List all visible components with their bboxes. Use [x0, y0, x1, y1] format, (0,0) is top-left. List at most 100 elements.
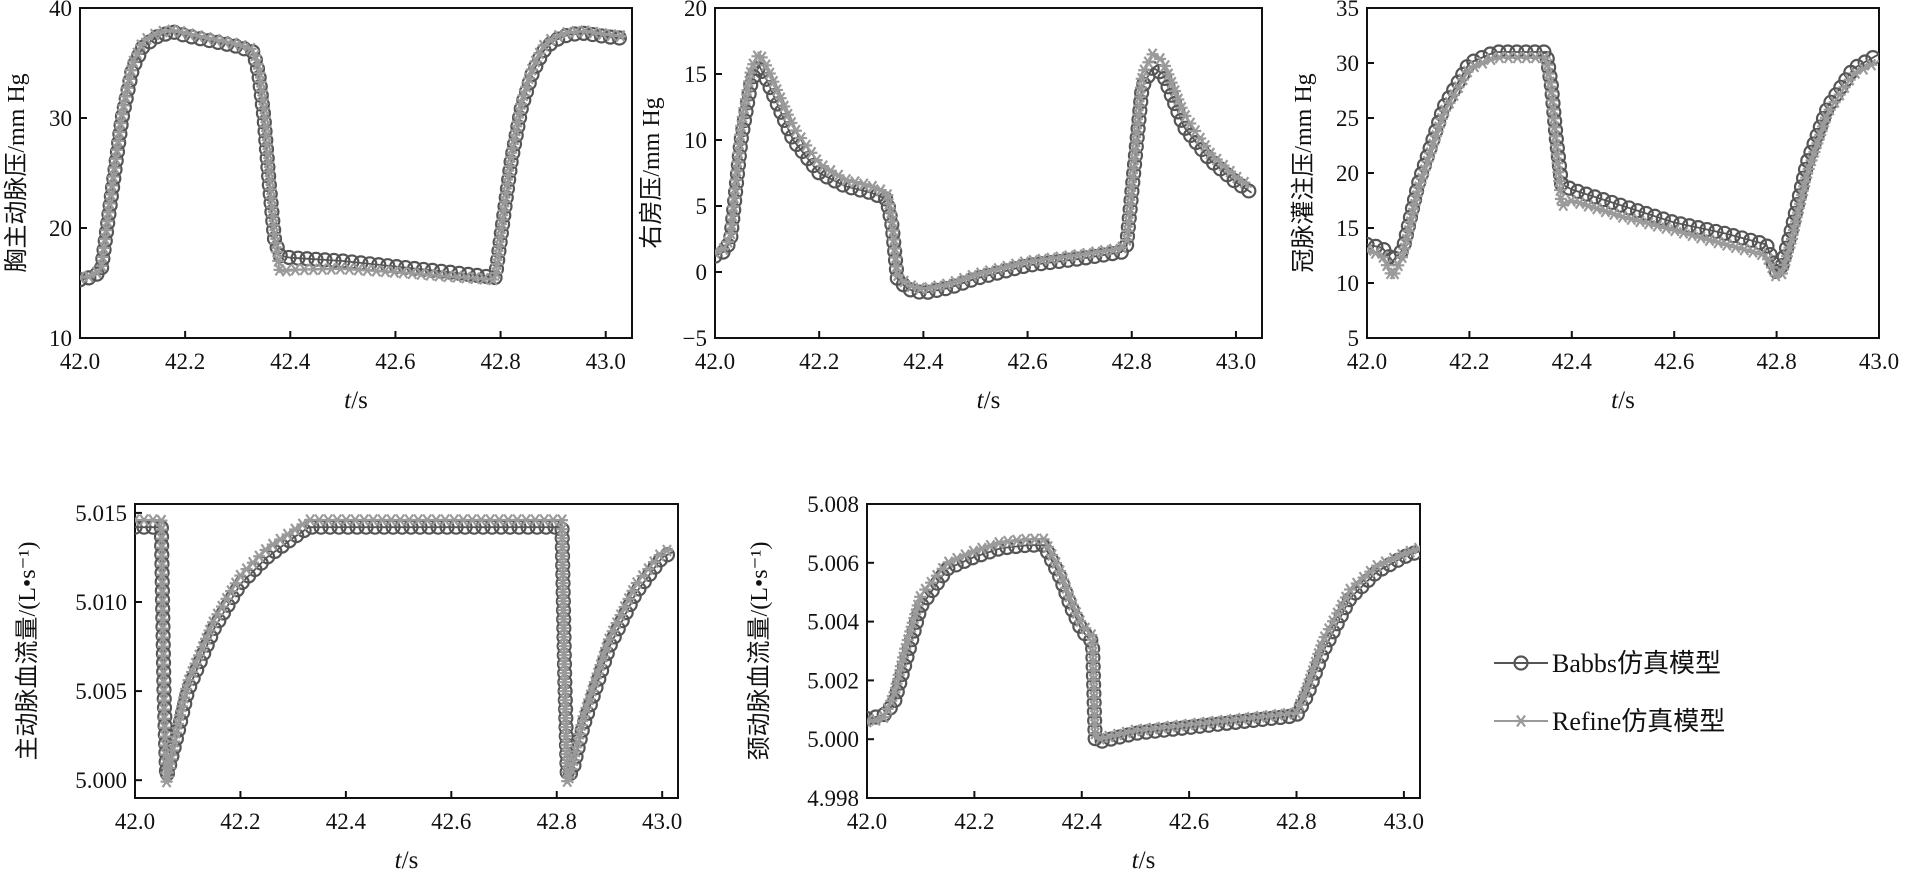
- y-axis-label: 颈动脉血流量/(L•s⁻¹): [746, 542, 773, 761]
- x-tick-label: 42.8: [1756, 349, 1796, 374]
- babbs-marker: [1743, 232, 1759, 248]
- refine-marker: [1410, 189, 1423, 203]
- x-axis-label: t/s: [344, 387, 368, 414]
- refine-marker: [1238, 176, 1251, 189]
- refine-marker: [774, 92, 787, 105]
- y-axis-label: 胸主动脉压/mm Hg: [3, 73, 30, 272]
- x-tick-label: 42.8: [1112, 349, 1152, 374]
- y-tick-label: 25: [1336, 106, 1359, 131]
- x-tick-label: 42.0: [695, 349, 735, 374]
- x-tick-label: 42.6: [431, 809, 471, 834]
- refine-marker: [578, 24, 591, 38]
- refine-marker: [182, 674, 195, 687]
- refine-marker: [1098, 244, 1111, 258]
- refine-marker: [1794, 197, 1807, 211]
- refine-marker: [573, 727, 586, 741]
- refine-marker: [1168, 84, 1181, 98]
- refine-marker: [218, 35, 231, 48]
- refine-marker: [600, 641, 613, 655]
- refine-marker: [587, 26, 600, 39]
- refine-marker: [1217, 159, 1230, 172]
- refine-marker: [1616, 210, 1629, 223]
- refine-marker: [127, 55, 140, 68]
- refine-marker: [1339, 591, 1352, 604]
- refine-marker: [186, 665, 199, 679]
- babbs-marker: [1241, 183, 1257, 199]
- refine-marker: [174, 25, 187, 39]
- x-tick-label: 42.4: [270, 349, 311, 374]
- chart-panel-aortic-flow: 42.0 42.2 42.4 42.6 42.8 43.0 5.000 5.005 5.010 5…: [14, 501, 682, 869]
- y-tick-label: 5.010: [75, 590, 127, 615]
- refine-marker: [1297, 690, 1310, 703]
- refine-marker: [759, 59, 772, 72]
- refine-marker: [992, 536, 1005, 550]
- refine-marker: [1045, 548, 1058, 562]
- refine-marker: [606, 625, 619, 638]
- babbs-marker: [1612, 197, 1629, 213]
- series-babbs: [715, 60, 1257, 300]
- refine-marker: [131, 47, 144, 60]
- refine-marker: [1775, 267, 1788, 280]
- refine-marker: [1071, 248, 1084, 262]
- legend-label: Refine仿真模型: [1552, 707, 1725, 736]
- refine-marker: [1408, 198, 1421, 211]
- refine-marker: [840, 173, 853, 187]
- refine-marker: [515, 97, 528, 111]
- refine-marker: [1814, 128, 1827, 141]
- refine-marker: [117, 99, 130, 112]
- refine-marker: [246, 556, 259, 569]
- refine-marker: [1429, 129, 1442, 143]
- legend-item-refine: Refine仿真模型: [1494, 707, 1725, 736]
- refine-marker: [1427, 138, 1440, 151]
- series-refine: [867, 533, 1420, 745]
- series-refine: [1367, 51, 1879, 282]
- refine-marker: [1398, 242, 1411, 255]
- refine-marker: [1765, 261, 1778, 274]
- legend-item-babbs: Babbs仿真模型: [1494, 649, 1721, 678]
- refine-marker: [1712, 236, 1725, 249]
- refine-marker: [744, 66, 757, 79]
- refine-marker: [983, 264, 996, 278]
- refine-marker: [1412, 542, 1420, 555]
- refine-marker: [567, 754, 580, 767]
- x-tick-label: 43.0: [1384, 809, 1424, 834]
- refine-marker: [1798, 180, 1811, 193]
- refine-marker: [249, 49, 262, 62]
- refine-marker: [1060, 581, 1073, 595]
- refine-marker: [1041, 540, 1054, 554]
- series-line: [80, 31, 627, 281]
- refine-marker: [571, 736, 584, 749]
- refine-marker: [1094, 732, 1107, 745]
- refine-marker: [1357, 571, 1370, 584]
- refine-marker: [1694, 231, 1707, 244]
- series-refine: [715, 48, 1253, 295]
- refine-marker: [911, 599, 924, 612]
- series-babbs: [80, 24, 627, 288]
- refine-marker: [1677, 226, 1690, 239]
- legend-label: Babbs仿真模型: [1552, 649, 1721, 678]
- refine-marker: [610, 617, 623, 630]
- x-tick-label: 42.0: [60, 349, 100, 374]
- x-tick-label: 42.6: [1654, 349, 1694, 374]
- refine-marker: [778, 100, 791, 113]
- refine-marker: [1404, 216, 1417, 229]
- refine-marker: [1080, 247, 1093, 260]
- y-tick-label: 10: [1336, 271, 1359, 296]
- series-line: [715, 64, 1253, 295]
- chart-panel-right-atrium: 42.0 42.2 42.4 42.6 42.8 43.0 −5 0 5 10 15 20 t/s 右房压…: [638, 0, 1263, 414]
- refine-marker: [660, 544, 673, 557]
- y-tick-label: 35: [1336, 0, 1359, 21]
- refine-marker: [175, 700, 188, 713]
- y-tick-label: 5.000: [75, 768, 127, 793]
- refine-marker: [1435, 112, 1448, 126]
- refine-marker: [890, 677, 903, 690]
- refine-marker: [1331, 607, 1344, 620]
- refine-marker: [1412, 181, 1425, 194]
- refine-marker: [1120, 726, 1133, 739]
- refine-marker: [1703, 233, 1716, 247]
- refine-marker: [1318, 630, 1331, 644]
- refine-marker: [622, 592, 635, 606]
- refine-marker: [1396, 251, 1409, 264]
- refine-marker: [892, 668, 905, 682]
- refine-marker: [580, 701, 593, 714]
